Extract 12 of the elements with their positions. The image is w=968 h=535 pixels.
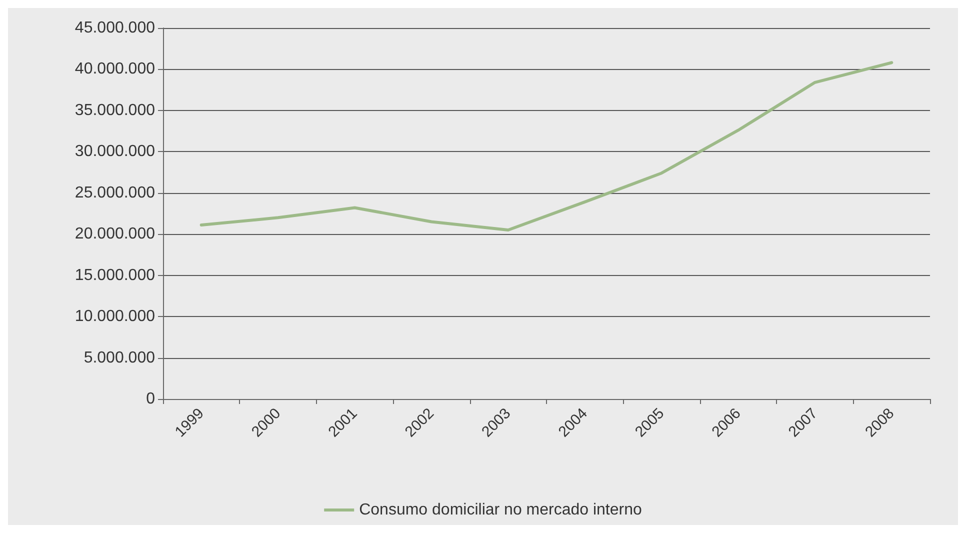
y-tick-label: 10.000.000 xyxy=(74,308,156,326)
y-tick-label: 40.000.000 xyxy=(74,60,156,78)
y-tick-label: 35.000.000 xyxy=(74,102,156,119)
legend-label: Consumo domiciliar no mercado interno xyxy=(359,502,642,518)
y-tick-label: 5.000.000 xyxy=(84,349,156,366)
y-tick-label: 15.000.000 xyxy=(74,266,156,284)
line-series xyxy=(200,61,894,232)
y-tick-label: 0 xyxy=(146,390,156,408)
y-tick-label: 45.000.000 xyxy=(74,20,156,36)
y-tick-label: 25.000.000 xyxy=(74,184,156,202)
y-tick-label: 20.000.000 xyxy=(74,226,156,243)
y-tick-label: 30.000.000 xyxy=(74,143,156,160)
